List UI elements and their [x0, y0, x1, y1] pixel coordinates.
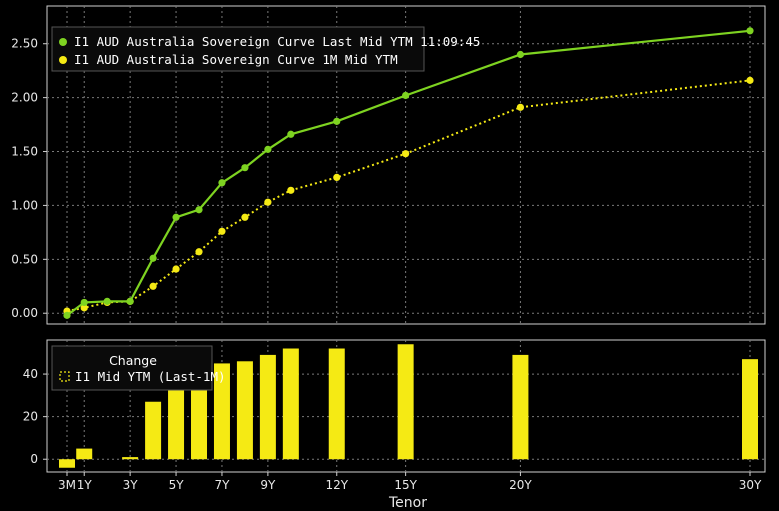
point-last-4Y	[149, 254, 157, 262]
point-last-1Y	[80, 298, 88, 307]
point-last-2Y	[103, 297, 111, 305]
point-last-3M	[63, 311, 71, 319]
change-bar-7Y	[213, 363, 230, 460]
x-tick-label: 20Y	[509, 478, 532, 492]
point-last-10Y	[287, 130, 295, 138]
x-tick-label: 5Y	[169, 478, 185, 492]
change-bar-9Y	[259, 354, 276, 460]
top-legend: I1 AUD Australia Sovereign Curve Last Mi…	[51, 26, 480, 72]
point-1m-8Y	[241, 213, 249, 221]
point-1m-15Y	[402, 150, 410, 158]
point-1m-12Y	[333, 173, 341, 181]
legend-marker-1m	[59, 56, 67, 64]
point-1m-1Y	[80, 304, 88, 312]
x-tick-label: 3Y	[123, 478, 139, 492]
change-bar-8Y	[236, 361, 253, 460]
x-tick-label: 1Y	[77, 478, 93, 492]
y-tick-label: 0.50	[11, 252, 38, 266]
change-bar-6Y	[191, 374, 208, 460]
x-tick-label: 9Y	[260, 478, 276, 492]
top-y-axis: 0.00 0.50 1.00 1.50 2.00 2.50	[11, 37, 47, 320]
change-bar-3Y	[122, 457, 139, 460]
change-bars	[59, 344, 758, 468]
y-tick-label: 1.00	[11, 198, 38, 212]
point-last-30Y	[746, 27, 754, 35]
point-last-8Y	[241, 164, 249, 172]
x-tick-label: 3M	[58, 478, 76, 492]
point-last-9Y	[264, 145, 272, 153]
yield-lines	[63, 27, 754, 319]
change-bar-15Y	[397, 344, 414, 460]
legend-label-last: I1 AUD Australia Sovereign Curve Last Mi…	[74, 34, 480, 49]
x-tick-label: 15Y	[394, 478, 417, 492]
y-tick-label: 0.00	[11, 306, 38, 320]
y-tick-label: 2.00	[11, 91, 38, 105]
legend-marker-change	[59, 371, 70, 382]
legend-label-1m: I1 AUD Australia Sovereign Curve 1M Mid …	[74, 52, 398, 67]
change-title: Change	[109, 353, 157, 368]
x-axis-title: Tenor	[388, 495, 427, 511]
x-axis: 3M 1Y 3Y 5Y 7Y 9Y 12Y 15Y 20Y 30Y	[58, 472, 762, 492]
legend-marker-last	[59, 38, 67, 46]
bottom-y-axis: 0 20 40	[23, 367, 47, 466]
change-bar-3M	[59, 459, 75, 468]
change-bar-20Y	[512, 354, 529, 460]
change-bar-30Y	[742, 359, 758, 460]
point-1m-6Y	[195, 248, 203, 256]
point-last-20Y	[516, 50, 525, 59]
series-line-1m	[66, 79, 751, 313]
point-last-12Y	[333, 117, 341, 125]
point-last-5Y	[172, 213, 180, 221]
x-tick-label: 30Y	[739, 478, 762, 492]
point-last-15Y	[402, 91, 410, 100]
y-tick-label: 40	[23, 367, 38, 381]
point-last-7Y	[218, 179, 226, 187]
y-tick-label: 0	[30, 452, 38, 466]
change-bar-10Y	[282, 348, 299, 460]
y-tick-label: 1.50	[11, 145, 38, 159]
change-bar-12Y	[328, 348, 345, 460]
y-tick-label: 2.50	[11, 37, 38, 51]
x-tick-label: 7Y	[214, 478, 230, 492]
point-1m-4Y	[149, 282, 157, 290]
point-1m-5Y	[172, 265, 180, 273]
change-bar-1Y	[76, 448, 93, 460]
x-tick-label: 12Y	[325, 478, 348, 492]
point-last-3Y	[126, 297, 134, 305]
point-1m-7Y	[218, 227, 226, 235]
point-1m-30Y	[746, 76, 754, 84]
point-1m-10Y	[287, 186, 295, 194]
legend-label-change: I1 Mid YTM (Last-1M)	[75, 369, 226, 384]
change-bar-4Y	[145, 401, 162, 460]
y-tick-label: 20	[23, 410, 38, 424]
point-last-6Y	[195, 206, 203, 214]
bottom-legend: Change I1 Mid YTM (Last-1M)	[51, 345, 226, 391]
point-1m-20Y	[516, 103, 525, 111]
point-1m-9Y	[264, 198, 272, 206]
